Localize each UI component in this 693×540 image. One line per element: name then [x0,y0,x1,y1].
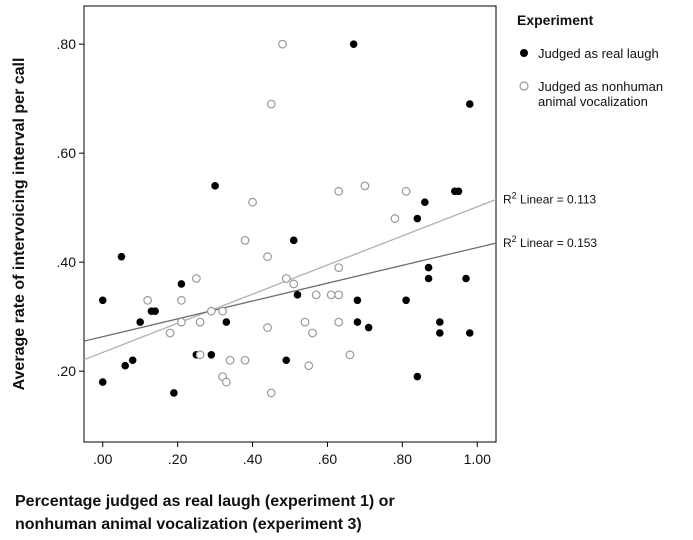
y-tick-label: .40 [57,254,77,270]
point-real-laugh [349,40,358,48]
x-tick-label: .20 [168,451,188,467]
legend-label-nonhuman-line-2: animal vocalization [538,94,648,109]
point-nonhuman-vocalization [300,317,310,327]
point-real-laugh [402,296,410,305]
point-nonhuman-vocalization [176,295,186,305]
fit-line-2 [83,242,497,342]
x-axis-ticks: .00 .20 .40 .60 .80 1.00 [93,442,491,467]
point-nonhuman-vocalization [334,317,344,327]
point-nonhuman-vocalization [221,377,231,387]
point-nonhuman-vocalization [195,350,205,360]
point-real-laugh [436,318,444,326]
x-axis-title-line-2: nonhuman animal vocalization (experiment… [15,516,362,533]
point-nonhuman-vocalization [278,39,287,49]
point-nonhuman-vocalization [281,274,291,283]
y-axis-ticks: .20 .40 .60 .80 [57,36,84,379]
x-tick-label: .80 [393,451,413,467]
y-tick-label: .60 [57,145,77,161]
point-nonhuman-vocalization [308,328,317,338]
point-real-laugh [121,361,129,370]
x-tick-label: .60 [318,451,338,467]
point-nonhuman-vocalization [326,290,336,300]
point-nonhuman-vocalization [289,279,299,289]
x-tick-label: 1.00 [464,451,491,467]
legend-marker-hollow [519,81,529,91]
legend-marker-filled [520,49,528,57]
point-real-laugh [170,389,178,397]
point-real-laugh [282,356,291,365]
fit-line-label-2: R2 Linear = 0.153 [503,234,597,250]
point-nonhuman-vocalization [195,317,205,327]
legend-label-real-laugh: Judged as real laugh [538,46,659,61]
point-real-laugh [364,323,373,332]
point-real-laugh [424,263,433,272]
point-real-laugh [98,296,107,305]
point-real-laugh [98,378,107,386]
fit-line-labels: R2 Linear = 0.113 R2 Linear = 0.153 [503,190,597,250]
point-nonhuman-vocalization [225,355,235,365]
point-real-laugh [413,372,422,381]
point-real-laugh [353,318,362,326]
point-real-laugh [128,356,137,365]
point-real-laugh [289,236,298,245]
point-nonhuman-vocalization [191,274,201,283]
point-real-laugh [207,351,216,359]
legend: Experiment Judged as real laugh Judged a… [517,12,663,109]
x-axis-title-line-1: Percentage judged as real laugh (experim… [15,493,395,510]
point-real-laugh [222,318,231,326]
point-nonhuman-vocalization [311,290,321,300]
point-nonhuman-vocalization [206,306,216,316]
y-axis-title: Average rate of intervoicing interval pe… [11,58,28,391]
point-nonhuman-vocalization [165,328,175,338]
point-nonhuman-vocalization [304,361,314,371]
point-nonhuman-vocalization [176,317,186,327]
plot-area [83,5,497,443]
point-nonhuman-vocalization [345,350,355,360]
point-nonhuman-vocalization [334,186,344,196]
point-real-laugh [454,187,463,196]
point-nonhuman-vocalization [266,99,276,109]
point-real-laugh [413,214,422,223]
point-real-laugh [465,100,474,108]
point-real-laugh [151,307,159,316]
point-real-laugh [136,318,144,326]
point-nonhuman-vocalization [266,388,276,398]
point-nonhuman-vocalization [360,181,370,191]
point-nonhuman-vocalization [240,235,250,245]
point-real-laugh [117,252,126,261]
x-tick-label: .00 [93,451,113,467]
point-nonhuman-vocalization [334,263,344,273]
point-real-laugh [421,198,429,206]
point-real-laugh [462,274,470,283]
point-real-laugh [436,329,444,337]
point-real-laugh [353,296,362,305]
y-tick-label: .20 [57,363,77,379]
point-real-laugh [465,329,474,337]
point-nonhuman-vocalization [401,186,411,196]
legend-label-nonhuman-line-1: Judged as nonhuman [538,79,663,94]
point-real-laugh [177,280,186,288]
point-real-laugh [424,274,433,283]
y-tick-label: .80 [57,36,77,52]
point-nonhuman-vocalization [390,214,400,223]
point-real-laugh [211,182,219,190]
point-nonhuman-vocalization [263,252,272,262]
point-nonhuman-vocalization [334,290,344,300]
point-nonhuman-vocalization [240,355,250,365]
point-nonhuman-vocalization [248,197,257,207]
point-nonhuman-vocalization [218,306,227,316]
data-points [98,39,474,398]
point-nonhuman-vocalization [143,295,153,305]
x-tick-label: .40 [243,451,263,467]
fit-line-label-1: R2 Linear = 0.113 [503,190,597,206]
point-real-laugh [293,291,302,299]
point-nonhuman-vocalization [263,323,272,332]
legend-title: Experiment [517,12,594,28]
